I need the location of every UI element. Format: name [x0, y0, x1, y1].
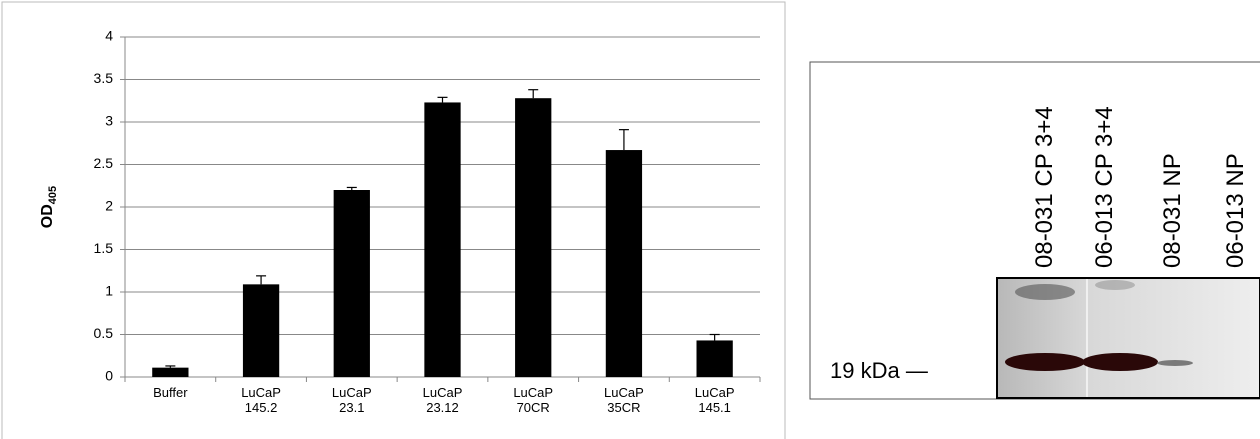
lane-label: 06-013 CP 3+4: [1091, 106, 1118, 268]
bar: [334, 190, 370, 377]
blot-smear: [1015, 284, 1075, 300]
y-label-text: OD: [39, 204, 56, 228]
blot-band: [1157, 360, 1193, 366]
x-tick-label: LuCaP: [423, 385, 463, 400]
figure: OD405 19 kDa — 0 0.5 1 1.5 2 2.5 3 3.5 4 Buffer Lu…: [0, 0, 1260, 439]
x-tick-label: 70CR: [517, 400, 550, 415]
x-tick-label: LuCaP: [241, 385, 281, 400]
x-tick-label: LuCaP: [695, 385, 735, 400]
bar: [606, 150, 642, 377]
x-tick-label: 145.2: [245, 400, 278, 415]
x-tick-label: LuCaP: [604, 385, 644, 400]
y-tick-label: 0.5: [94, 325, 114, 341]
bar: [424, 102, 460, 377]
blot-smear: [1095, 280, 1135, 290]
y-tick-label: 1.5: [94, 240, 114, 256]
page: {"chart_data": {"type": "bar", "y_label"…: [0, 0, 1260, 439]
y-tick-label: 3.5: [94, 70, 114, 86]
marker-label: 19 kDa —: [830, 358, 928, 383]
x-tick-label: 23.1: [339, 400, 364, 415]
x-tick-label: LuCaP: [513, 385, 553, 400]
y-axis-label: OD405: [39, 186, 59, 228]
bar: [243, 284, 279, 377]
y-tick-label: 2: [105, 198, 113, 214]
lane-label: 08-031 NP: [1159, 153, 1186, 268]
bar: [697, 340, 733, 377]
y-tick-label: 2.5: [94, 155, 114, 171]
y-tick-label: 0: [105, 368, 113, 384]
y-tick-label: 1: [105, 283, 113, 299]
bar: [152, 368, 188, 377]
chart-frame: [2, 2, 785, 439]
x-tick-label: 23.12: [426, 400, 459, 415]
y-tick-label: 4: [105, 28, 113, 44]
x-tick-label: 145.1: [698, 400, 731, 415]
x-tick-label: LuCaP: [332, 385, 372, 400]
y-label-subscript: 405: [47, 186, 59, 204]
x-tick-label: Buffer: [153, 385, 188, 400]
blot-band: [1005, 353, 1085, 371]
y-tick-label: 3: [105, 113, 113, 129]
bar: [515, 98, 551, 377]
lane-label: 08-031 CP 3+4: [1031, 106, 1058, 268]
blot-band: [1082, 353, 1158, 371]
x-tick-label: 35CR: [607, 400, 640, 415]
lane-label: 06-013 NP: [1222, 153, 1249, 268]
